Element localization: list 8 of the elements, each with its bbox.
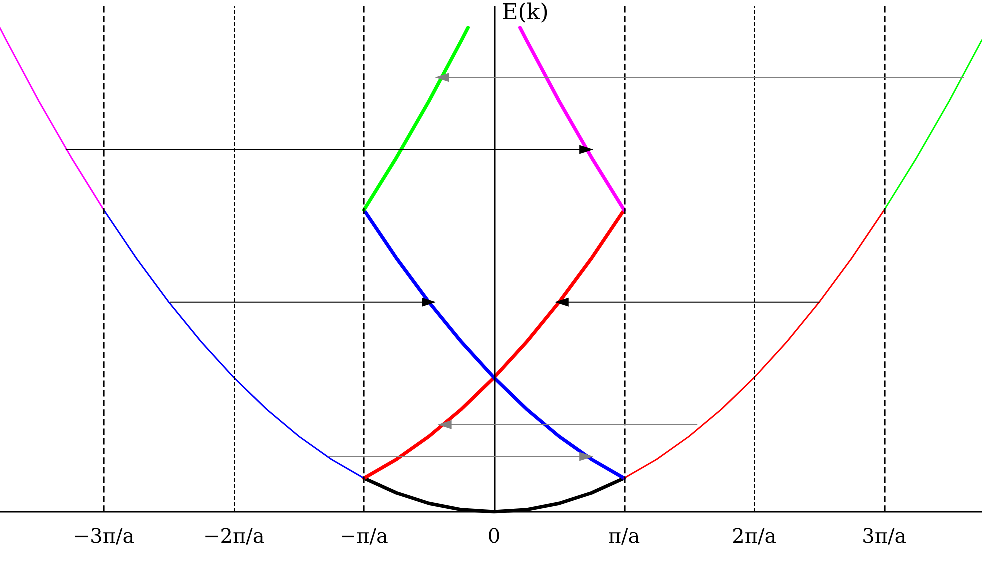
x-tick-label: −π/a bbox=[340, 524, 389, 548]
x-tick-label: 2π/a bbox=[732, 524, 777, 548]
x-tick-label: π/a bbox=[608, 524, 640, 548]
x-tick-label: −2π/a bbox=[203, 524, 265, 548]
y-axis-title: E(k) bbox=[502, 0, 549, 26]
x-tick-label: 0 bbox=[488, 524, 501, 548]
x-tick-label: −3π/a bbox=[73, 524, 135, 548]
x-tick-label: 3π/a bbox=[862, 524, 907, 548]
